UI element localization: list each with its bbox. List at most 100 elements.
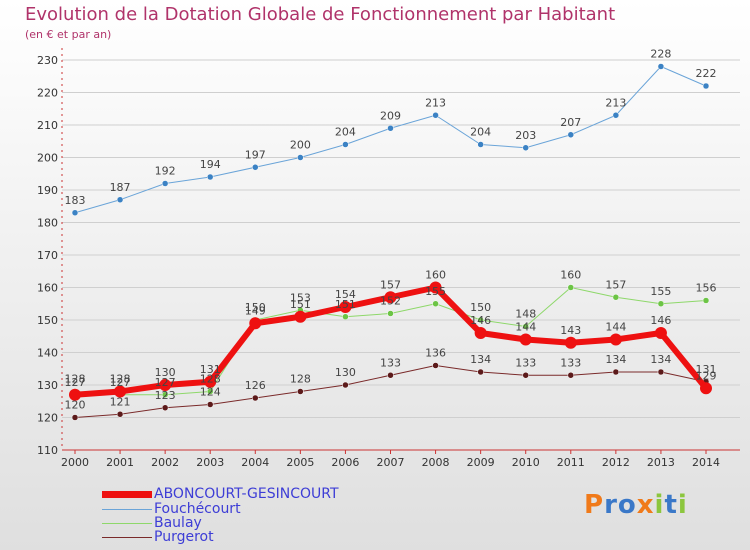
data-point	[612, 294, 620, 301]
data-label: 131	[696, 363, 717, 376]
data-label: 130	[335, 366, 356, 379]
data-point	[204, 375, 217, 388]
data-point	[477, 368, 484, 376]
x-tick-label: 2002	[151, 456, 179, 469]
data-point	[432, 112, 439, 119]
data-point	[432, 362, 439, 369]
data-point	[387, 125, 394, 132]
data-label: 128	[110, 373, 131, 386]
data-label: 131	[200, 363, 221, 376]
data-label: 127	[65, 376, 86, 389]
data-point	[342, 141, 349, 148]
data-point	[252, 394, 259, 402]
data-label: 228	[650, 48, 671, 61]
data-point	[657, 300, 665, 307]
legend-item-purgerot: Purgerot	[102, 529, 402, 545]
data-label: 187	[110, 181, 131, 194]
data-point	[387, 310, 394, 317]
data-point	[567, 131, 575, 138]
x-tick-label: 2000	[61, 456, 89, 469]
data-point	[567, 372, 575, 379]
y-tick-label: 180	[37, 217, 58, 230]
legend-label: Fouchécourt	[154, 501, 241, 517]
data-point	[522, 144, 529, 151]
data-point	[700, 382, 712, 395]
data-point	[612, 112, 620, 119]
data-point	[294, 310, 307, 323]
x-tick-label: 2008	[422, 456, 450, 469]
data-point	[252, 164, 259, 171]
data-label: 209	[380, 109, 401, 122]
data-label: 120	[65, 399, 86, 412]
data-label: 149	[245, 304, 266, 317]
x-tick-label: 2012	[602, 456, 630, 469]
data-label: 134	[470, 353, 491, 366]
data-point	[474, 327, 487, 339]
legend-swatch	[102, 509, 152, 510]
data-point	[297, 388, 304, 395]
data-point	[702, 82, 710, 90]
y-tick-label: 220	[37, 87, 58, 100]
data-label: 151	[290, 298, 311, 311]
y-tick-label: 110	[37, 444, 58, 457]
data-point	[609, 333, 622, 346]
x-tick-label: 2009	[467, 456, 495, 469]
data-label: 157	[380, 278, 401, 291]
data-point	[69, 388, 81, 401]
legend-item-fouchecourt: Fouchécourt	[102, 501, 402, 517]
data-point	[71, 414, 79, 421]
data-label: 148	[515, 308, 536, 321]
data-point	[657, 63, 665, 70]
y-tick-label: 140	[37, 347, 58, 360]
data-label: 124	[200, 386, 221, 399]
x-tick-label: 2011	[557, 456, 585, 469]
y-tick-label: 200	[37, 152, 58, 165]
data-label: 133	[560, 356, 581, 369]
data-label: 222	[696, 67, 717, 80]
data-label: 152	[380, 295, 401, 308]
data-point	[522, 323, 529, 330]
data-label: 146	[650, 314, 671, 327]
data-point	[429, 281, 442, 294]
data-point	[161, 391, 169, 398]
legend-label: Baulay	[154, 515, 202, 531]
data-label: 153	[290, 291, 311, 304]
data-label: 127	[110, 376, 131, 389]
legend-swatch	[102, 537, 152, 538]
y-tick-label: 160	[37, 282, 58, 295]
data-label: 130	[155, 366, 176, 379]
y-tick-label: 130	[37, 379, 58, 392]
data-label: 121	[110, 395, 131, 408]
data-label: 197	[245, 148, 266, 161]
data-label: 133	[380, 356, 401, 369]
data-label: 146	[470, 314, 491, 327]
data-point	[297, 154, 304, 161]
data-label: 128	[200, 373, 221, 386]
data-label: 127	[155, 376, 176, 389]
x-tick-label: 2004	[241, 456, 269, 469]
data-point	[654, 327, 667, 339]
y-tick-label: 120	[37, 412, 58, 425]
data-label: 126	[245, 379, 266, 392]
legend-item-aboncourt: ABONCOURT-GESINCOURT	[102, 486, 402, 502]
data-label: 150	[245, 301, 266, 314]
data-point	[564, 336, 577, 349]
data-point	[657, 368, 665, 376]
data-point	[161, 404, 169, 411]
data-label: 194	[200, 158, 221, 171]
y-tick-label: 210	[37, 119, 58, 132]
data-point	[206, 388, 214, 395]
legend-swatch	[102, 491, 152, 498]
x-tick-label: 2005	[286, 456, 314, 469]
data-point	[477, 316, 484, 324]
y-tick-label: 150	[37, 314, 58, 327]
x-tick-label: 2010	[512, 456, 540, 469]
data-point	[342, 381, 349, 389]
data-label: 213	[425, 96, 446, 109]
data-label: 204	[335, 126, 356, 139]
data-point	[249, 317, 262, 330]
data-label: 128	[290, 373, 311, 386]
